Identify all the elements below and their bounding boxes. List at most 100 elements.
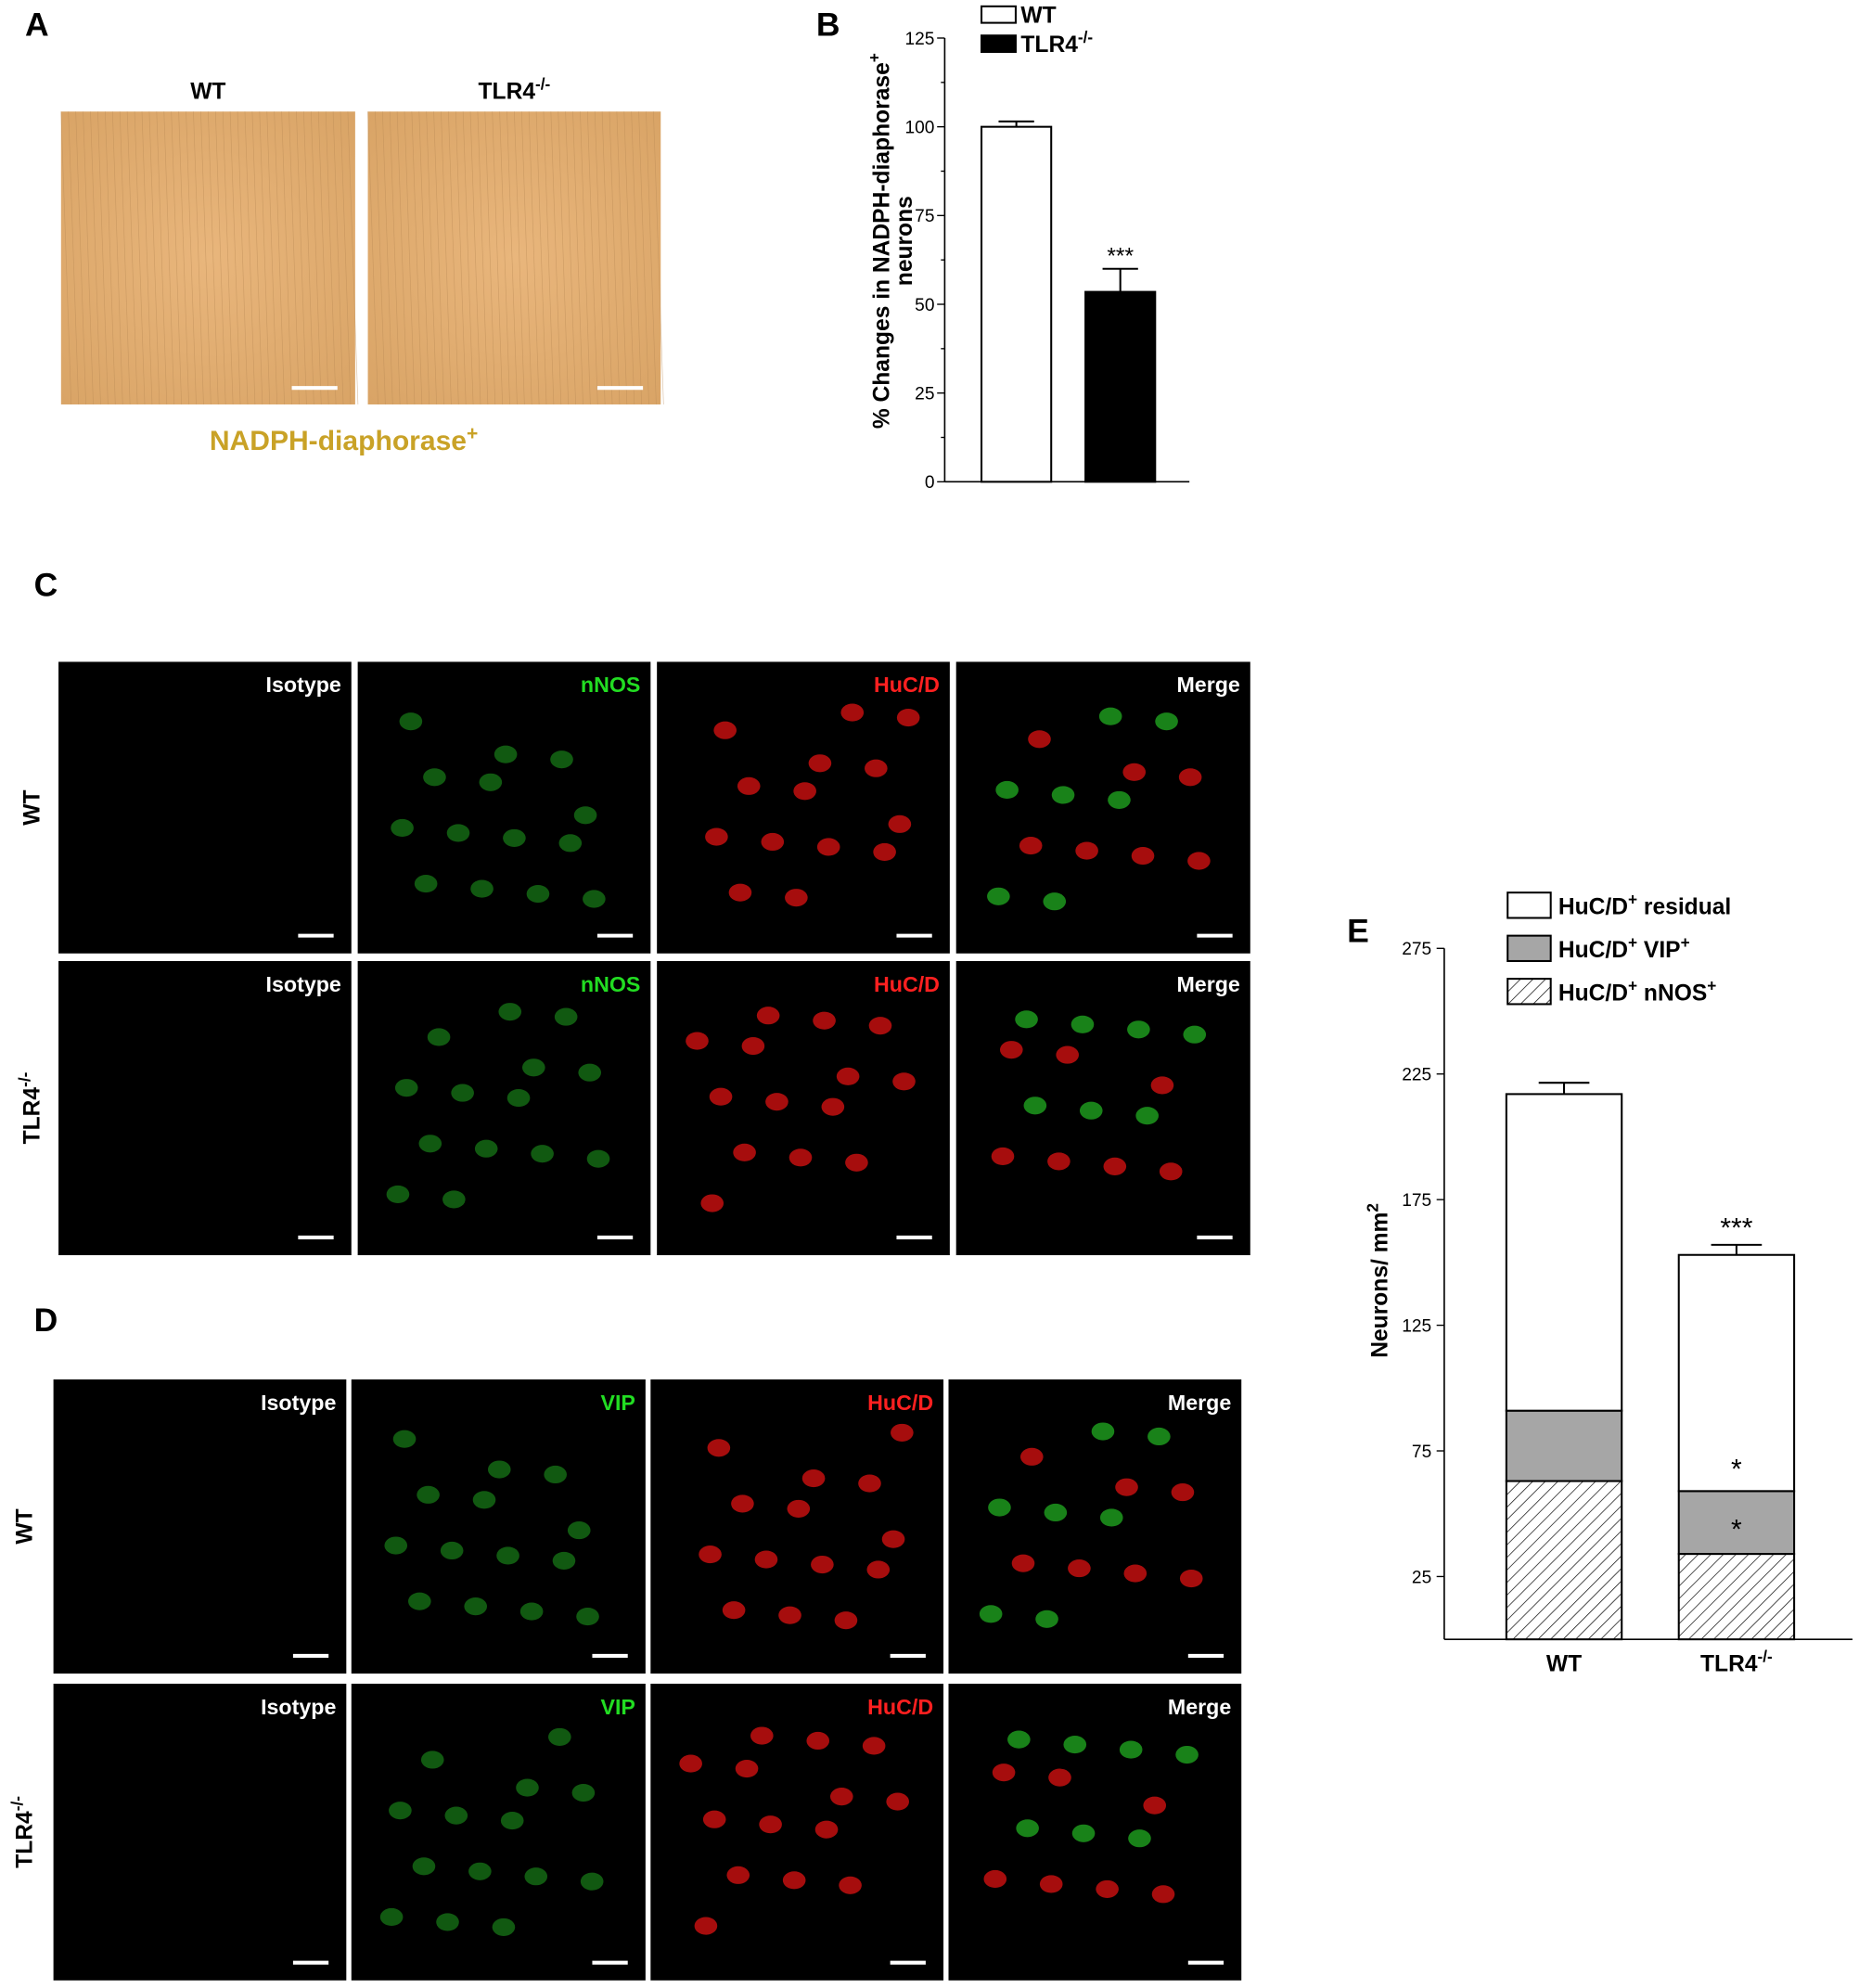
superscript: + [1681,933,1690,952]
cell [423,768,446,787]
cell [451,1084,474,1102]
texture [572,111,583,404]
cell [1150,1076,1174,1095]
text-part: HuC/D [1558,938,1628,963]
texture [303,111,314,404]
texture [389,111,401,404]
cell [699,1546,722,1564]
text-part: WT [12,1508,37,1544]
legend-swatch [981,5,1017,24]
bar [981,125,1053,483]
cell [992,1764,1016,1782]
texture [347,111,359,404]
cell [470,879,494,898]
cell [737,776,761,795]
cell [394,1079,418,1097]
panel-letter: D [34,1302,58,1339]
legend-swatch [1506,978,1552,1006]
cell [813,1011,836,1030]
image-label: Isotype [266,972,341,996]
cell [487,1460,511,1479]
y-tick-label: 50 [915,296,934,315]
cell [531,1145,554,1163]
texture [90,111,101,404]
cell [873,842,896,861]
texture [586,111,598,404]
micrograph [60,111,355,404]
cell [1179,1569,1203,1588]
cell [524,1867,548,1886]
cell [1056,1045,1079,1064]
texture [105,111,116,404]
cell [995,780,1019,800]
cell [1075,841,1098,860]
cell [1115,1478,1138,1496]
cell [726,1866,750,1884]
image-label: Merge [1176,673,1239,697]
cell [765,1093,788,1111]
cell [731,1494,754,1513]
texture [178,111,189,404]
micrograph [351,1379,646,1674]
image-label: HuC/D [874,673,940,697]
bar-segment [1677,1490,1796,1556]
micrograph [650,1683,944,1981]
texture [222,111,234,404]
y-tick-label: 100 [905,119,935,138]
superscript: -/- [16,1071,34,1087]
cell [492,1917,516,1936]
cell [1127,1020,1150,1039]
texture [340,111,352,404]
cell [586,1149,610,1168]
texture [601,111,613,404]
cell [506,1089,531,1108]
bar-segment [1677,1253,1796,1493]
texture [528,111,540,404]
y-tick-label: 25 [1412,1568,1431,1587]
cell [392,1430,417,1448]
cell [580,1872,604,1891]
cell [1028,730,1051,749]
texture [609,111,621,404]
cell [442,1190,466,1209]
cell [1108,790,1131,809]
image-label: VIP [600,1695,635,1719]
cell [1048,1768,1071,1787]
micrograph [53,1683,347,1981]
cell [811,1555,834,1574]
image-label: Isotype [266,673,341,697]
texture [68,111,80,404]
cell [1035,1610,1058,1628]
cell [1119,1740,1143,1759]
annotation: *** [1720,1213,1752,1244]
cell [862,1737,886,1755]
cell [1039,1875,1063,1893]
cell [1128,1829,1151,1848]
cell [816,838,840,856]
cell [988,1498,1011,1517]
legend-label: WT [1020,4,1056,29]
texture [455,111,467,404]
cell [417,1485,440,1504]
cell [987,887,1010,905]
y-tick-label: 75 [915,207,934,226]
cell [1016,1819,1039,1838]
row-label: TLR4-/- [16,1071,45,1144]
image-label: VIP [600,1391,635,1415]
texture [514,111,525,404]
texture [332,111,344,404]
cell [578,1063,602,1082]
text-part: WT [190,80,225,105]
cell [1043,892,1067,911]
superscript: + [467,423,478,444]
cell [498,1003,522,1021]
bar-segment [1677,1553,1796,1641]
cell [427,1028,451,1046]
cell [713,721,737,739]
image-label: nNOS [581,673,641,697]
cell [1135,1107,1159,1125]
cell [722,1601,746,1620]
cell [1178,768,1202,787]
cell [700,1194,724,1212]
